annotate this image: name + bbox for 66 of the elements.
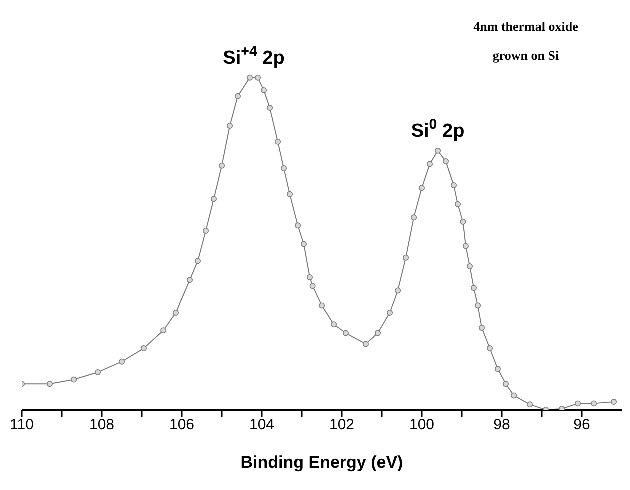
x-tick-label: 98 [494,416,510,434]
point [141,346,147,352]
annotation: Si$^{0}$ 2p [411,116,465,142]
point [443,158,449,165]
point [247,74,253,81]
point [235,93,241,100]
point [591,400,597,407]
point [261,87,267,94]
x-tick-label: 108 [89,416,115,434]
point [255,74,261,81]
point [307,274,313,280]
point [211,196,217,202]
x-tick-label: 102 [329,416,355,434]
point [479,324,485,331]
x-tick-label: 110 [10,416,34,434]
x-tick-label: 104 [249,416,275,434]
point [287,191,293,198]
x-axis-title: Binding Energy (eV) [240,453,404,472]
point [47,381,53,388]
point [419,185,425,192]
point [575,400,581,407]
point [487,346,493,352]
point [467,264,473,270]
x-tick-label: 106 [169,416,195,434]
point [203,228,209,234]
point [95,369,101,376]
text: 4nm thermal oxide grown on Si [472,18,580,65]
point [319,302,325,309]
point [275,138,281,145]
point [363,341,369,348]
point [267,105,273,112]
point [295,222,301,229]
point [343,330,349,336]
point [195,258,201,264]
point [475,302,481,309]
x-tick-label: 100 [409,416,435,434]
point [375,330,381,336]
point [503,381,509,388]
point [187,277,193,284]
point [451,182,457,188]
point [435,148,441,154]
point [427,161,433,168]
point [471,285,477,292]
point [611,399,617,406]
point [219,162,225,169]
point [463,243,469,250]
point [395,288,401,294]
point [160,328,167,334]
point [411,214,417,221]
point [403,254,409,261]
point [460,218,466,225]
point [331,322,337,328]
point [511,392,517,399]
point [227,122,233,129]
point [455,201,461,208]
point [119,358,125,365]
x-tick-label: 96 [574,416,590,434]
point [387,310,393,316]
point [301,241,307,248]
point [495,366,501,372]
point [310,283,316,290]
point [281,166,287,172]
annotation: Si$^{+4}$ 2p [223,44,285,69]
point [173,310,179,316]
point [71,376,77,383]
point [527,402,533,408]
